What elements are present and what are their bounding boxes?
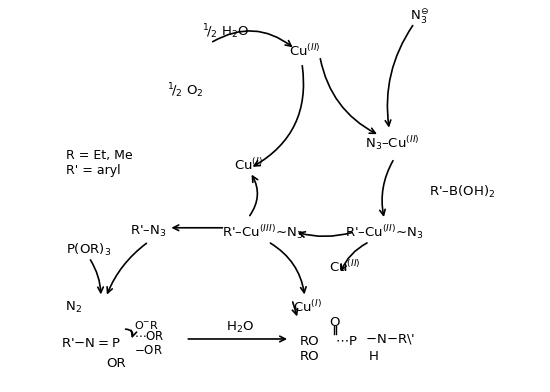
Text: RO: RO (300, 336, 320, 348)
Text: N$_3$–Cu$^{(II)}$: N$_3$–Cu$^{(II)}$ (365, 134, 420, 152)
Text: H$_2$O: H$_2$O (226, 319, 254, 335)
Text: Cu$^{(II)}$: Cu$^{(II)}$ (289, 43, 321, 59)
Text: $\cdots$P: $\cdots$P (335, 336, 358, 348)
Text: OR: OR (106, 357, 125, 370)
Text: N$_2$: N$_2$ (64, 299, 81, 315)
Text: $-$N$-$R\': $-$N$-$R\' (365, 332, 415, 346)
Text: Cu$^{(II)}$: Cu$^{(II)}$ (329, 260, 360, 276)
Text: R = Et, Me: R = Et, Me (66, 149, 133, 162)
Text: R' = aryl: R' = aryl (66, 164, 120, 177)
Text: R'–Cu$^{(III)}$∼N$_3$: R'–Cu$^{(III)}$∼N$_3$ (222, 223, 304, 241)
Text: $\mathregular{^{1}\!/_{2}}$ O$_2$: $\mathregular{^{1}\!/_{2}}$ O$_2$ (167, 82, 204, 100)
Text: P(OR)$_3$: P(OR)$_3$ (67, 241, 112, 258)
Text: R'–Cu$^{(II)}$∼N$_3$: R'–Cu$^{(II)}$∼N$_3$ (345, 223, 424, 241)
Text: RO: RO (300, 350, 320, 363)
Text: H: H (368, 350, 378, 363)
Text: N$_3^{\ominus}$: N$_3^{\ominus}$ (410, 7, 429, 25)
Text: R'–N$_3$: R'–N$_3$ (130, 224, 167, 239)
Text: Cu$^{(I)}$: Cu$^{(I)}$ (234, 157, 262, 173)
Text: $\cdots$OR: $\cdots$OR (134, 330, 164, 343)
Text: $-$OR: $-$OR (134, 345, 163, 358)
Text: $\mathregular{^{1}\!/_{2}}$ H$_2$O: $\mathregular{^{1}\!/_{2}}$ H$_2$O (201, 22, 249, 40)
Text: O$^{-}$R: O$^{-}$R (134, 319, 159, 331)
Text: O: O (329, 316, 340, 328)
Text: Cu$^{(I)}$: Cu$^{(I)}$ (293, 299, 322, 315)
Text: R'$-$N$=$P: R'$-$N$=$P (61, 338, 121, 350)
Text: R'–B(OH)$_2$: R'–B(OH)$_2$ (429, 184, 495, 200)
